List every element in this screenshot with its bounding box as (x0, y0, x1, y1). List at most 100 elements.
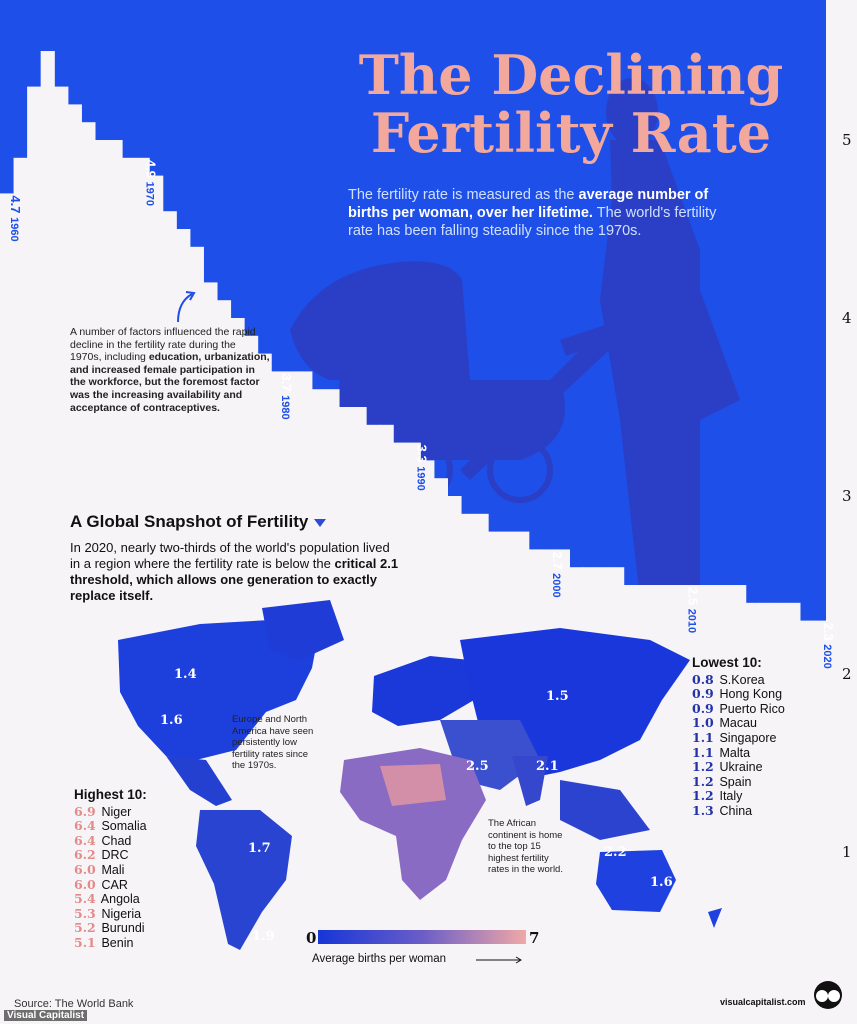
legend-bar (318, 930, 526, 944)
bar-1962 (27, 86, 42, 641)
lowest-country: S.Korea (716, 672, 765, 687)
bar-1997 (501, 531, 516, 640)
note-line: the 1970s. (232, 760, 277, 771)
lowest-item: 0.8 S.Korea (692, 671, 785, 688)
lowest-item: 1.2 Italy (692, 789, 785, 804)
highest-country: DRC (98, 848, 129, 863)
bar-1983 (311, 389, 326, 640)
lowest-item: 0.9 Hong Kong (692, 687, 785, 702)
bar-1999 (528, 549, 543, 640)
highest-country: Nigeria (98, 906, 142, 921)
africa-note: The African continent is home to the top 1… (488, 818, 563, 876)
bar-1961 (13, 157, 28, 641)
bar-1986 (352, 407, 367, 640)
highest-country: Somalia (98, 819, 147, 834)
intro-text: The fertility rate is measured as the av… (348, 186, 728, 240)
bar-1976 (216, 300, 232, 640)
bar-2015 (745, 602, 760, 640)
bar-1991 (420, 460, 435, 640)
lowest-item: 0.9 Puerto Rico (692, 701, 785, 717)
lowest-country: Macau (716, 716, 757, 731)
bar-2018 (786, 602, 801, 640)
bar-1994 (460, 513, 476, 640)
bar-1992 (433, 478, 448, 640)
source-text: Source: The World Bank (14, 998, 134, 1010)
bar-2008 (650, 585, 665, 640)
bar-1969 (122, 157, 137, 641)
bar-1979 (257, 353, 272, 640)
bar-1995 (474, 513, 489, 640)
highest-value: 6.4 (74, 818, 96, 834)
highest-country: CAR (98, 877, 128, 892)
triangle-down-icon (314, 518, 327, 527)
map-value-label: 2.5 (466, 759, 489, 774)
bar-1974 (189, 246, 204, 641)
y-tick-2: 2 (842, 665, 852, 683)
intro-part-1: The fertility rate is measured as the (348, 187, 579, 203)
note-bold: education, urbanization, and increased f… (70, 351, 270, 414)
bar-1988 (379, 424, 394, 640)
lowest-value: 0.8 (692, 671, 714, 687)
title-line-2: Fertility Rate (370, 101, 772, 165)
lowest-country: Singapore (716, 730, 777, 745)
bar-1993 (447, 496, 462, 640)
map-value-label: 1.7 (248, 841, 271, 856)
highest-country: Angola (98, 892, 140, 907)
bar-2020 (813, 620, 828, 640)
map-value-label: 2.2 (604, 845, 627, 860)
bar-2002 (569, 567, 584, 640)
label-1960: 4.7 1960 (8, 195, 23, 241)
bar-2003 (582, 567, 598, 640)
lowest-value: 1.1 (692, 729, 714, 745)
bar-1978 (244, 335, 259, 640)
lowest-country: Ukraine (716, 760, 763, 775)
bar-1984 (325, 389, 340, 640)
highest-country: Mali (98, 862, 125, 877)
note-line: persistently low (232, 737, 297, 748)
bar-2004 (596, 567, 611, 640)
snapshot-text: In 2020, nearly two-thirds of the world'… (70, 540, 400, 604)
legend-min: 0 (306, 929, 316, 947)
lowest-item: 1.2 Ukraine (692, 760, 785, 775)
europe (372, 656, 474, 726)
bar-1971 (149, 175, 164, 640)
y-tick-4: 4 (842, 309, 852, 327)
map-value-label: 1.5 (546, 689, 569, 704)
lowest-value: 1.2 (692, 773, 714, 789)
lowest-value: 1.1 (692, 744, 714, 760)
highest-item: 6.9 Niger (74, 804, 147, 820)
bar-1965 (67, 104, 82, 640)
bar-1980 (271, 371, 286, 640)
highest-heading: Highest 10: (74, 787, 147, 802)
note-part-1: A number of factors influenced the rapid… (70, 326, 256, 364)
highest-item: 5.3 Nigeria (74, 906, 147, 922)
lowest-country: Malta (716, 745, 751, 760)
bar-2019 (799, 620, 815, 640)
bar-1977 (230, 318, 245, 640)
highest-item: 5.4 Angola (74, 892, 147, 907)
bar-2013 (718, 585, 733, 640)
map-value-labels: 1.4 1.6 1.5 2.5 2.1 1.7 1.9 2.2 1.6 (160, 667, 673, 944)
highest-item: 5.1 Benin (74, 935, 147, 951)
world-map (118, 600, 722, 950)
highest-country: Chad (98, 833, 132, 848)
highest-item: 6.4 Chad (74, 833, 147, 849)
label-2020: 2.3 2020 (821, 623, 836, 669)
y-tick-5: 5 (842, 131, 852, 149)
highest-item: 6.0 Mali (74, 862, 147, 878)
highest-country: Burundi (98, 921, 145, 936)
bar-1982 (298, 371, 313, 640)
bar-2017 (772, 602, 787, 640)
snapshot-text-1: In 2020, nearly two-thirds of the world'… (70, 540, 390, 571)
bar-1987 (366, 424, 381, 640)
bar-1985 (338, 407, 354, 640)
snapshot-bold: critical 2.1 threshold, which allows one… (70, 556, 399, 603)
lowest-item: 1.1 Singapore (692, 729, 785, 746)
highest-value: 5.2 (74, 920, 96, 936)
bar-2005 (610, 567, 625, 640)
highest-value: 6.2 (74, 847, 96, 863)
highest-10-list: Highest 10: 6.9 Niger 6.4 Somalia 6.4 Chad… (74, 787, 147, 951)
y-tick-3: 3 (842, 487, 852, 505)
highest-country: Benin (98, 935, 134, 950)
lowest-item: 1.0 Macau (692, 716, 785, 731)
